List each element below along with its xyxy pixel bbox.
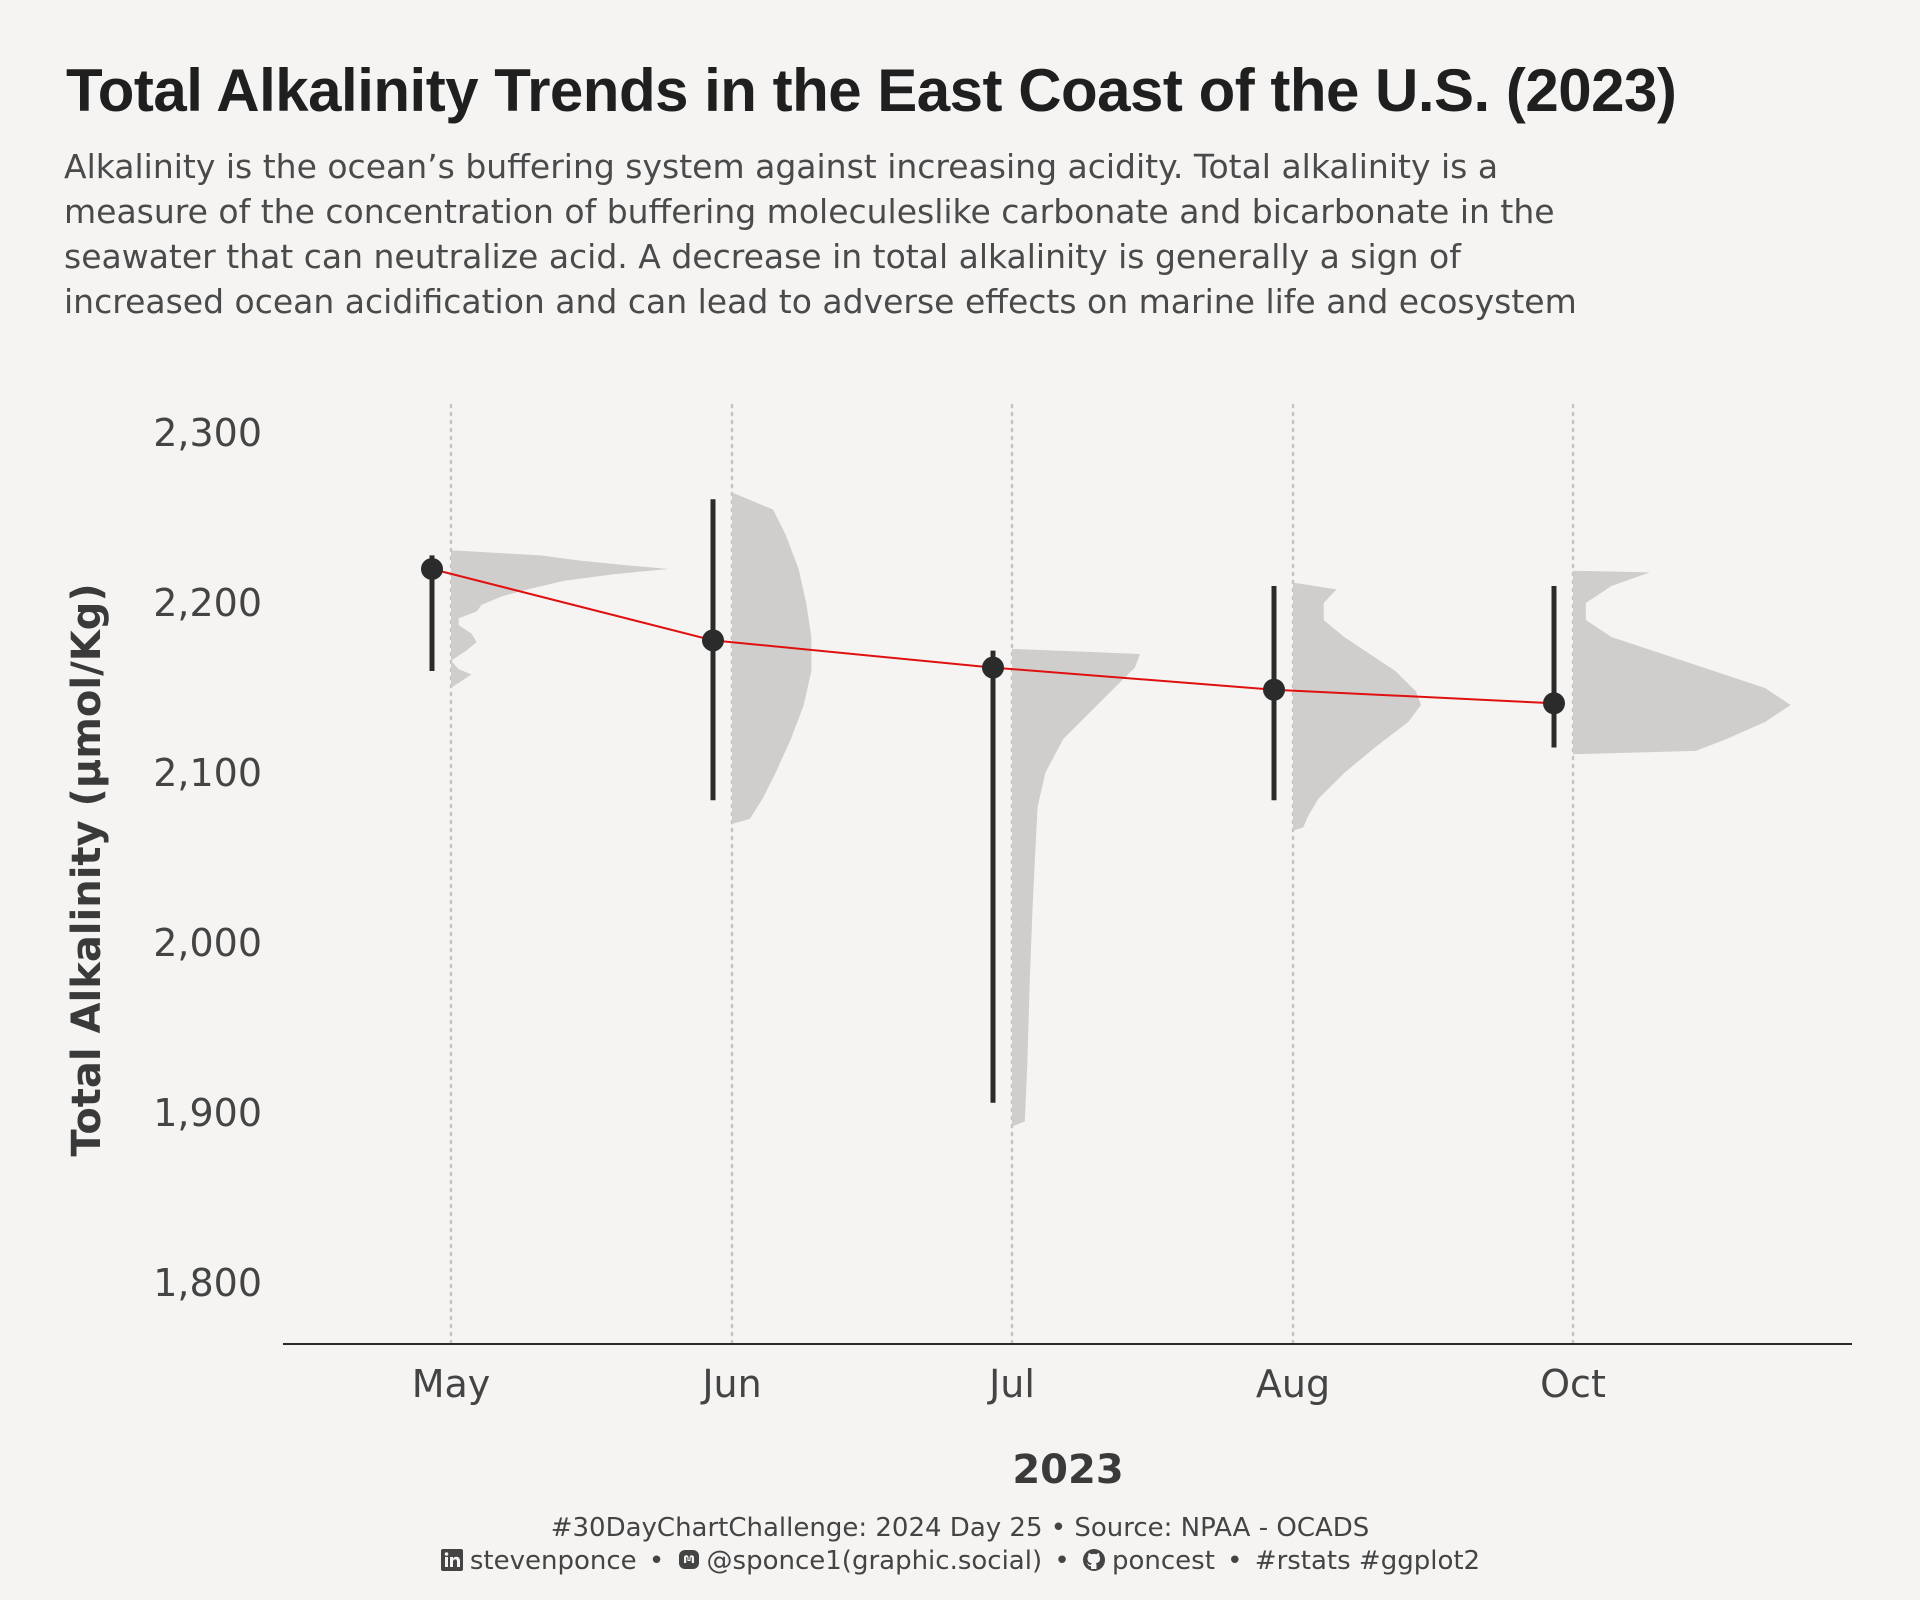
density-cloud — [1293, 582, 1421, 831]
bullet-separator: • — [1227, 1546, 1243, 1576]
y-tick-label: 2,000 — [153, 921, 262, 965]
y-tick-label: 2,100 — [153, 751, 262, 795]
y-tick-label: 1,800 — [153, 1261, 262, 1305]
chart-title: Total Alkalinity Trends in the East Coas… — [66, 57, 1677, 124]
density-cloud — [1573, 570, 1791, 755]
y-tick-label: 2,300 — [153, 411, 262, 455]
subtitle-line: Alkalinity is the ocean’s buffering syst… — [64, 147, 1499, 186]
range-bars — [429, 499, 1557, 1103]
density-clouds — [451, 492, 1791, 1127]
mastodon-handle: @sponce1(graphic.social) — [706, 1546, 1043, 1576]
github-handle: poncest — [1111, 1546, 1215, 1576]
github-icon — [1082, 1549, 1105, 1571]
x-tick-label: Aug — [1256, 1362, 1330, 1406]
subtitle-line: measure of the concentration of bufferin… — [64, 192, 1555, 231]
x-tick-label: May — [412, 1362, 491, 1406]
subtitle-line: increased ocean acidification and can le… — [64, 282, 1577, 321]
mean-points — [421, 558, 1565, 715]
density-cloud — [1012, 648, 1140, 1127]
caption-source: #30DayChartChallenge: 2024 Day 25 • Sour… — [550, 1513, 1370, 1543]
mean-point — [421, 558, 443, 580]
bullet-separator: • — [648, 1546, 665, 1576]
bullet-separator: • — [1054, 1546, 1070, 1576]
x-tick-label: Oct — [1540, 1362, 1606, 1406]
linkedin-icon — [440, 1549, 463, 1571]
axes: 1,800 1,900 2,000 2,100 2,200 2,300 May Jun Jul A… — [153, 411, 1852, 1406]
y-tick-label: 2,200 — [153, 581, 262, 625]
mean-point — [1543, 692, 1565, 715]
x-tick-label: Jul — [987, 1362, 1035, 1406]
y-axis-title: Total Alkalinity (μmol/Kg) — [64, 583, 110, 1156]
caption-social: stevenponce • @sponce1(graphic.social) •… — [0, 1546, 1920, 1576]
mean-point — [982, 656, 1004, 679]
mean-point — [702, 629, 724, 652]
linkedin-handle: stevenponce — [469, 1546, 637, 1576]
mean-point — [1263, 678, 1285, 701]
density-cloud — [451, 550, 669, 688]
y-tick-label: 1,900 — [153, 1091, 262, 1135]
density-cloud — [732, 492, 812, 824]
mastodon-icon — [678, 1550, 699, 1569]
chart-subtitle: Alkalinity is the ocean’s buffering syst… — [64, 144, 1784, 324]
subtitle-line: seawater that can neutralize acid. A dec… — [64, 237, 1461, 276]
x-axis-title: 2023 — [1012, 1447, 1123, 1493]
x-tick-label: Jun — [700, 1362, 761, 1406]
hashtags: #rstats #ggplot2 — [1254, 1546, 1481, 1576]
